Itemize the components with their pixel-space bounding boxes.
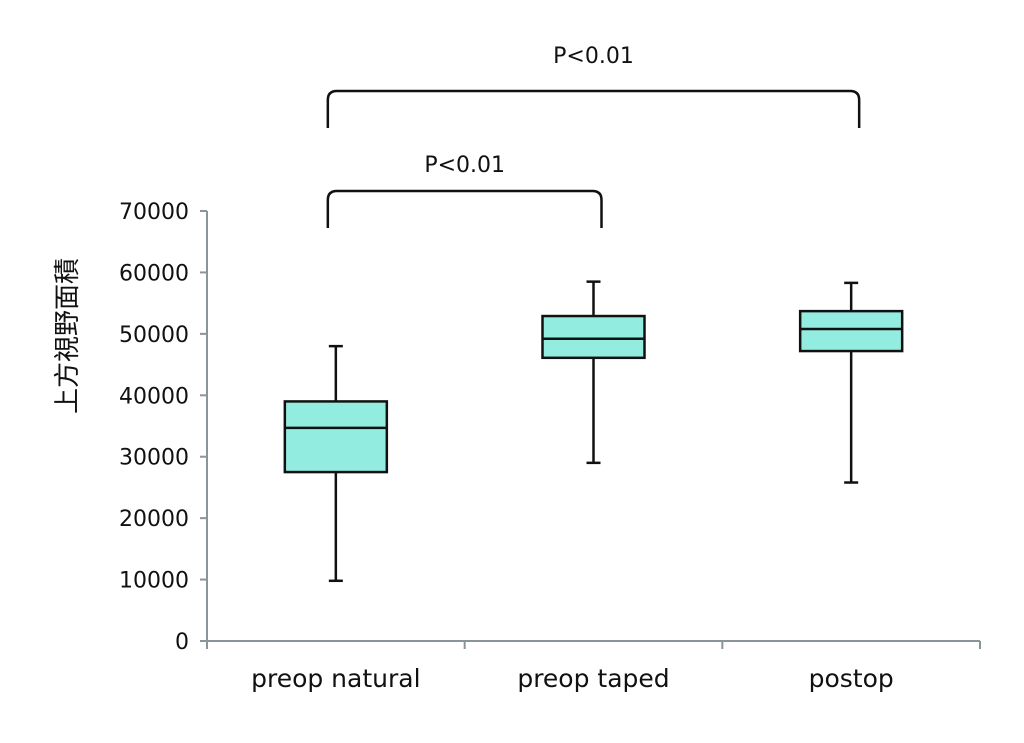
box-preop-taped	[541, 280, 646, 465]
iqr-box	[283, 400, 389, 474]
y-tick-label: 70000	[119, 200, 189, 225]
x-tick-label: preop natural	[251, 664, 420, 693]
x-tick-label: preop taped	[517, 664, 669, 693]
boxes	[283, 280, 904, 583]
box-postop	[798, 281, 904, 484]
y-tick-label: 40000	[119, 384, 189, 409]
x-tick-label: postop	[809, 664, 894, 693]
y-axis-title: 上方視野面積	[53, 258, 83, 414]
significance-label: P<0.01	[424, 153, 505, 178]
annotations: P<0.01 P<0.01	[326, 44, 861, 228]
iqr-box	[541, 314, 646, 360]
iqr-box	[798, 309, 904, 353]
box-preop-natural	[283, 344, 389, 583]
y-tick-label: 60000	[119, 261, 189, 286]
significance-label: P<0.01	[553, 44, 634, 69]
y-tick-label: 20000	[119, 507, 189, 532]
axes: 0 10000 20000 30000 40000 50000 60000 70000 preo…	[119, 200, 981, 693]
y-tick-label: 30000	[119, 446, 189, 471]
y-tick-label: 50000	[119, 323, 189, 348]
y-tick-label: 10000	[119, 569, 189, 594]
significance-bracket	[326, 89, 861, 128]
y-tick-label: 0	[175, 630, 189, 655]
significance-bracket	[326, 189, 603, 228]
